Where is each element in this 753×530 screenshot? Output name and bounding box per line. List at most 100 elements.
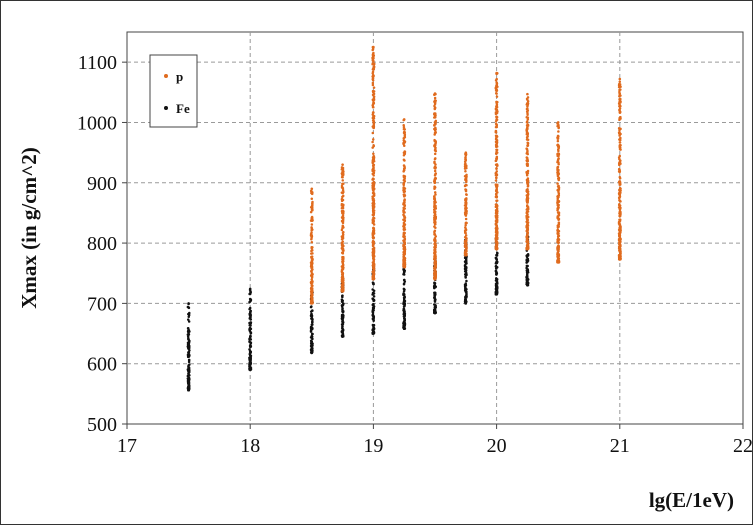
- point-p: [433, 92, 437, 95]
- point-p: [618, 157, 621, 161]
- point-p: [310, 246, 313, 249]
- point-fe: [341, 327, 344, 331]
- point-p: [372, 216, 376, 220]
- y-tick-label: 800: [87, 233, 117, 255]
- point-p: [371, 63, 374, 66]
- point-p: [402, 125, 406, 129]
- point-p: [526, 247, 529, 251]
- point-p: [309, 205, 313, 209]
- point-p: [310, 278, 313, 281]
- point-p: [525, 194, 529, 197]
- point-fe: [372, 302, 375, 306]
- point-p: [341, 195, 344, 199]
- point-p: [526, 163, 529, 166]
- point-fe: [402, 292, 405, 295]
- point-p: [402, 168, 406, 172]
- point-p: [402, 186, 405, 189]
- point-fe: [249, 331, 253, 335]
- point-p: [619, 200, 622, 203]
- point-fe: [309, 310, 313, 313]
- point-p: [310, 227, 313, 230]
- point-p: [495, 226, 498, 230]
- point-p: [557, 126, 560, 130]
- point-p: [342, 170, 345, 174]
- point-p: [495, 152, 498, 155]
- point-p: [618, 258, 622, 261]
- point-p: [371, 105, 375, 109]
- point-p: [618, 141, 622, 144]
- point-p: [556, 261, 560, 264]
- point-p: [557, 177, 560, 180]
- point-p: [403, 140, 407, 144]
- point-fe: [403, 296, 406, 299]
- point-fe: [433, 311, 437, 315]
- point-p: [557, 254, 560, 258]
- point-p: [403, 194, 407, 197]
- point-fe: [372, 332, 375, 335]
- point-p: [526, 181, 529, 185]
- point-p: [311, 202, 314, 205]
- point-p: [495, 199, 499, 202]
- ticks-layer: 17 18 19 20 21 22 500 600 700 800 900 1000 1100: [77, 52, 753, 457]
- point-p: [372, 144, 375, 147]
- point-p: [403, 246, 406, 250]
- point-fe: [402, 307, 406, 311]
- point-p: [340, 166, 344, 169]
- point-fe: [311, 321, 314, 324]
- point-p: [340, 243, 344, 247]
- point-p: [463, 160, 467, 163]
- point-p: [372, 51, 375, 55]
- point-p: [434, 176, 437, 180]
- point-fe: [310, 344, 313, 348]
- point-p: [310, 284, 314, 287]
- point-p: [402, 142, 405, 146]
- point-p: [402, 154, 406, 157]
- point-p: [495, 218, 499, 222]
- point-p: [402, 218, 406, 221]
- point-fe: [402, 321, 406, 325]
- point-p: [556, 235, 560, 238]
- point-p: [371, 256, 375, 260]
- point-p: [434, 193, 437, 196]
- point-p: [310, 215, 314, 219]
- point-fe: [249, 338, 253, 341]
- point-fe: [341, 307, 344, 310]
- point-p: [372, 152, 375, 156]
- point-p: [495, 242, 499, 245]
- point-p: [372, 202, 376, 205]
- point-p: [433, 263, 437, 266]
- point-p: [433, 271, 436, 274]
- point-p: [557, 229, 561, 233]
- point-p: [495, 184, 499, 188]
- point-p: [310, 302, 314, 305]
- point-p: [526, 215, 530, 219]
- point-fe: [402, 315, 406, 318]
- point-fe: [310, 334, 314, 338]
- point-p: [556, 224, 560, 228]
- legend-marker-fe: [164, 106, 168, 110]
- point-p: [340, 270, 344, 273]
- point-p: [311, 299, 314, 302]
- point-p: [402, 175, 406, 179]
- point-p: [525, 230, 529, 234]
- point-p: [495, 196, 498, 199]
- point-p: [618, 189, 621, 192]
- point-p: [494, 173, 498, 177]
- point-fe: [248, 354, 252, 357]
- point-p: [617, 245, 621, 249]
- point-p: [618, 180, 622, 183]
- point-p: [372, 206, 375, 209]
- point-p: [402, 158, 406, 162]
- point-p: [618, 134, 621, 137]
- point-fe: [188, 339, 191, 343]
- point-p: [402, 245, 405, 248]
- point-fe: [526, 270, 530, 274]
- point-p: [525, 159, 528, 162]
- point-p: [495, 155, 499, 159]
- point-p: [341, 247, 345, 251]
- point-p: [310, 255, 313, 259]
- point-p: [434, 157, 437, 160]
- point-p: [526, 221, 529, 224]
- x-tick-label: 18: [240, 435, 260, 457]
- point-p: [463, 230, 467, 234]
